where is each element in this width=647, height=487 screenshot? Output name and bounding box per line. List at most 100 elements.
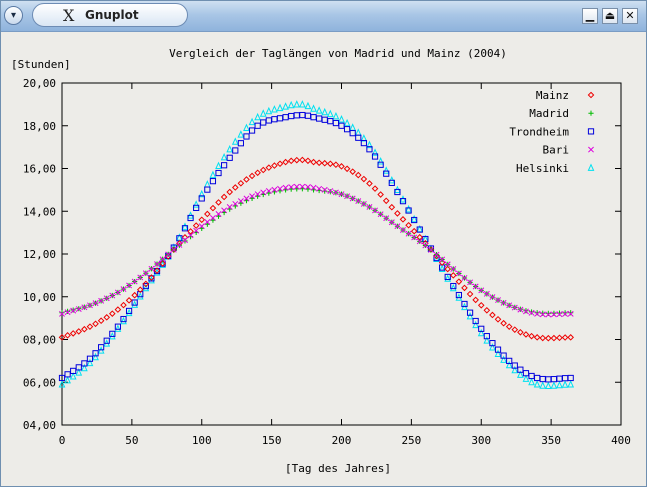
data-point — [399, 198, 407, 205]
legend-marker — [587, 163, 595, 171]
maximize-icon[interactable]: ⏏ — [602, 8, 618, 24]
data-point — [305, 183, 311, 190]
title-tab[interactable]: X Gnuplot — [32, 3, 188, 27]
data-point — [550, 376, 558, 383]
data-point — [494, 346, 502, 353]
data-point — [125, 308, 133, 317]
data-point — [416, 226, 423, 233]
data-point — [304, 112, 312, 119]
data-point — [220, 152, 228, 161]
data-point — [449, 283, 457, 292]
data-point — [321, 159, 329, 167]
data-point — [466, 309, 474, 316]
data-point — [64, 308, 71, 314]
minimize-icon[interactable]: ▁ — [582, 8, 598, 24]
data-point — [383, 215, 390, 222]
data-point — [550, 381, 558, 389]
data-point — [92, 352, 99, 361]
data-point — [260, 189, 267, 196]
data-point — [343, 126, 351, 133]
data-point — [125, 307, 133, 315]
data-point — [405, 221, 412, 229]
data-point — [405, 207, 412, 214]
data-point — [568, 310, 574, 316]
data-point — [472, 320, 480, 329]
data-point — [383, 170, 390, 177]
data-point — [192, 200, 200, 208]
data-point — [226, 144, 234, 153]
data-point — [81, 325, 88, 333]
data-point — [371, 148, 379, 156]
x-tick-label: 150 — [262, 434, 282, 447]
data-point — [304, 157, 312, 165]
x-tick-label: 300 — [471, 434, 491, 447]
x-tick-label: 200 — [332, 434, 352, 447]
data-point — [511, 365, 519, 374]
data-point — [489, 343, 496, 351]
data-point — [271, 116, 278, 123]
close-icon[interactable]: ✕ — [622, 8, 638, 24]
data-point — [310, 114, 317, 121]
data-point — [400, 227, 406, 233]
title-bar[interactable]: ▾ X Gnuplot ▁ ⏏ ✕ — [1, 1, 646, 32]
data-point — [562, 375, 569, 382]
data-point — [411, 216, 418, 224]
data-point — [327, 188, 334, 194]
data-point — [136, 286, 144, 294]
data-point — [187, 228, 194, 235]
data-point — [528, 332, 535, 340]
y-tick-label: 04,00 — [23, 419, 56, 432]
data-point — [254, 169, 261, 177]
data-point — [299, 156, 306, 164]
axes: 04,00 06,00 08,00 10,00 12,00 14,00 16,00 18,00… — [23, 77, 631, 447]
data-point — [221, 162, 228, 169]
y-tick-label: 20,00 — [23, 77, 56, 90]
data-point — [556, 311, 563, 318]
data-point — [226, 204, 233, 210]
data-point — [92, 350, 99, 357]
data-point — [59, 310, 65, 317]
data-point — [209, 170, 217, 179]
y-tick-label: 12,00 — [23, 248, 56, 261]
plot-area: Vergleich der Taglängen von Madrid und M… — [11, 47, 631, 475]
data-point — [327, 118, 334, 125]
data-point — [332, 161, 340, 169]
data-point — [277, 185, 283, 192]
data-point — [511, 304, 518, 311]
data-point — [293, 100, 301, 108]
data-point — [148, 265, 155, 272]
chevron-down-icon[interactable]: ▾ — [4, 6, 23, 25]
data-point — [438, 264, 446, 272]
data-point — [483, 336, 491, 344]
data-point — [148, 275, 155, 282]
data-point — [478, 287, 485, 294]
data-point — [433, 254, 440, 263]
data-point — [271, 186, 278, 193]
data-point — [388, 219, 395, 226]
data-point — [343, 165, 351, 173]
data-point — [232, 200, 239, 207]
data-point — [103, 337, 110, 344]
data-point — [204, 219, 211, 225]
data-point — [198, 216, 206, 224]
data-point — [545, 311, 552, 318]
data-point — [237, 179, 245, 187]
data-point — [131, 300, 139, 308]
data-point — [500, 355, 507, 363]
chart-title: Vergleich der Taglängen von Madrid und M… — [169, 47, 507, 60]
data-point — [98, 297, 105, 304]
data-point — [193, 227, 200, 234]
data-point — [505, 323, 513, 330]
x-axis-label: [Tag des Jahres] — [285, 462, 391, 475]
data-point — [271, 105, 278, 113]
data-point — [483, 333, 490, 340]
data-point — [354, 171, 362, 179]
data-point — [410, 214, 418, 223]
data-point — [528, 377, 535, 386]
data-point — [405, 204, 412, 213]
data-point — [433, 252, 440, 260]
data-point — [366, 180, 373, 187]
data-point — [86, 302, 93, 309]
data-point — [455, 278, 463, 285]
data-point — [539, 334, 547, 342]
